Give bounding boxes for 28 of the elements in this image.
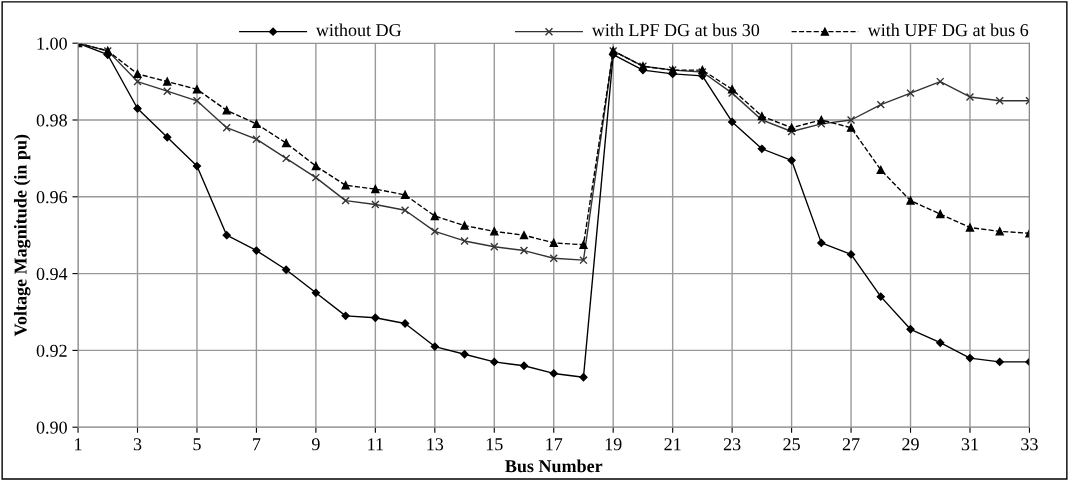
y-axis-title: Voltage Magnitude (in pu) — [13, 134, 31, 337]
x-tick-label: 33 — [1021, 438, 1038, 451]
x-tick-label: 13 — [427, 438, 444, 451]
legend-label: with UPF DG at bus 6 — [867, 23, 1029, 37]
y-tick-label: 0.96 — [36, 191, 68, 204]
y-tick-label: 1.00 — [37, 37, 67, 50]
x-tick-label: 23 — [723, 438, 741, 451]
x-axis-title: Bus Number — [505, 459, 603, 473]
legend-label: with LPF DG at bus 30 — [591, 23, 760, 37]
x-tick-label: 7 — [253, 438, 261, 451]
x-tick-label: 11 — [368, 438, 383, 451]
x-tick-label: 1 — [75, 438, 82, 451]
x-tick-label: 25 — [783, 438, 800, 451]
legend-label: without DG — [315, 23, 402, 37]
y-tick-label: 0.92 — [36, 344, 67, 357]
x-tick-label: 31 — [961, 438, 978, 451]
x-tick-label: 3 — [133, 438, 142, 451]
x-tick-label: 27 — [842, 438, 860, 451]
x-tick-label: 17 — [546, 438, 563, 451]
y-tick-label: 0.94 — [36, 267, 68, 281]
x-tick-label: 29 — [902, 438, 919, 451]
x-tick-label: 21 — [664, 438, 681, 451]
y-tick-label: 0.98 — [36, 114, 67, 127]
x-tick-label: 9 — [311, 438, 320, 451]
x-tick-label: 5 — [193, 438, 201, 451]
x-tick-label: 19 — [605, 438, 622, 451]
y-tick-label: 0.90 — [36, 421, 67, 434]
x-tick-label: 15 — [486, 438, 503, 451]
